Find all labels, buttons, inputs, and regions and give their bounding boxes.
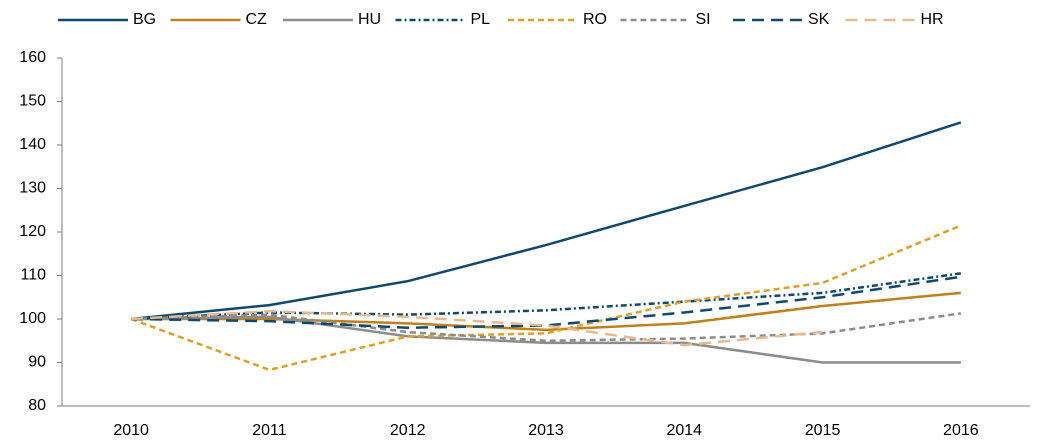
legend-label: HR <box>921 11 944 28</box>
x-tick-label: 2015 <box>805 422 841 439</box>
legend-label: SK <box>808 11 830 28</box>
y-tick-label: 160 <box>19 49 46 66</box>
y-tick-label: 130 <box>19 180 46 197</box>
y-tick-label: 150 <box>19 93 46 110</box>
series-line <box>131 121 962 321</box>
legend-label: BG <box>133 11 156 28</box>
legend-label: HU <box>358 11 381 28</box>
y-tick-label: 90 <box>28 354 46 371</box>
x-tick-label: 2012 <box>390 422 426 439</box>
series-line <box>131 309 823 347</box>
y-tick-label: 80 <box>28 397 46 414</box>
series-line <box>131 312 962 343</box>
legend-label: CZ <box>246 11 268 28</box>
x-tick-label: 2014 <box>666 422 702 439</box>
series-line <box>131 291 961 332</box>
y-tick-label: 140 <box>19 136 46 153</box>
series-line <box>131 315 961 364</box>
series-line <box>130 224 962 372</box>
y-tick-label: 110 <box>20 267 46 284</box>
x-tick-label: 2016 <box>943 422 979 439</box>
legend-label: RO <box>583 11 607 28</box>
series-line <box>131 272 962 321</box>
x-tick-label: 2011 <box>252 422 287 439</box>
x-tick-label: 2013 <box>528 422 564 439</box>
legend-label: SI <box>696 11 711 28</box>
series-line <box>131 275 962 329</box>
y-tick-label: 120 <box>19 223 46 240</box>
legend-label: PL <box>471 11 491 28</box>
y-tick-label: 100 <box>19 310 46 327</box>
x-tick-label: 2010 <box>113 422 149 439</box>
